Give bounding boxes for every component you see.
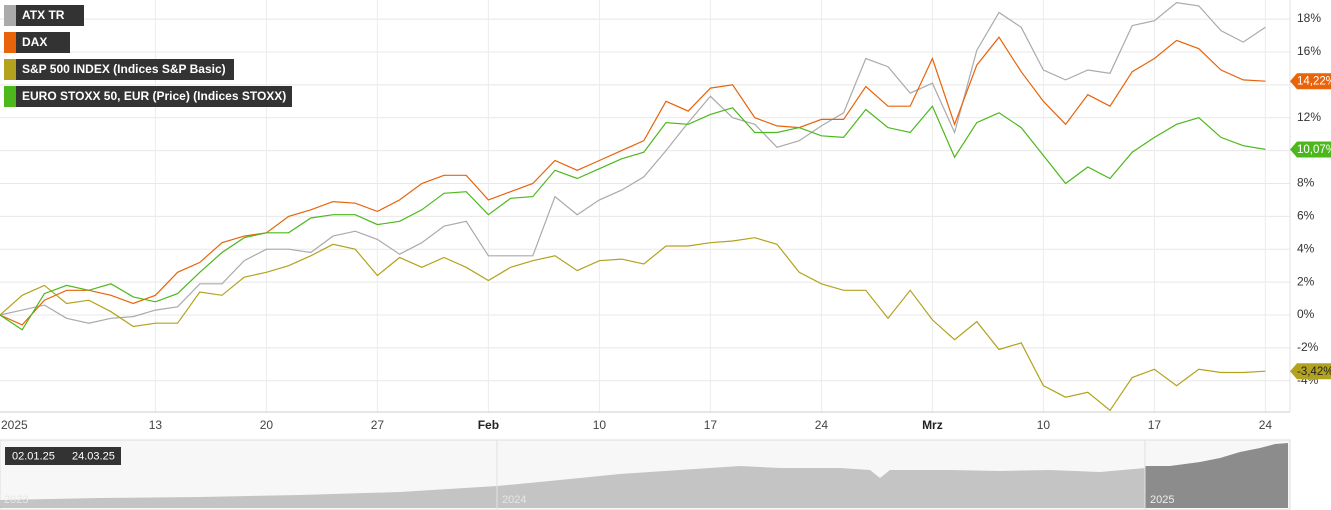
- value-label: 10,07%: [1297, 144, 1331, 156]
- y-tick-label: 12%: [1297, 110, 1321, 124]
- x-tick-label: 17: [1148, 418, 1162, 432]
- y-tick-label: 18%: [1297, 11, 1321, 25]
- legend-swatch: [4, 59, 16, 80]
- date-to: 24.03.25: [72, 450, 115, 462]
- year-label: 2025: [1150, 494, 1174, 506]
- series-line: [0, 237, 1266, 412]
- value-tag: [1290, 363, 1331, 380]
- value-tag: [1290, 141, 1331, 158]
- legend-swatch: [4, 32, 16, 53]
- y-tick-label: 6%: [1297, 209, 1315, 223]
- x-tick-label: 17: [704, 418, 718, 432]
- x-tick-label: 27: [371, 418, 385, 432]
- year-label: 2024: [502, 494, 526, 506]
- x-tick-label: 20: [260, 418, 274, 432]
- series-line: [0, 36, 1266, 326]
- y-tick-label: 4%: [1297, 241, 1315, 255]
- legend-box: [4, 59, 234, 80]
- x-tick-label: 24: [815, 418, 829, 432]
- x-tick-label: Mrz: [922, 418, 943, 432]
- x-tick-label: 24: [1259, 418, 1273, 432]
- date-from: 02.01.25: [12, 450, 55, 462]
- value-label: -3,42%: [1297, 366, 1331, 378]
- legend-label: DAX: [22, 35, 47, 49]
- legend-box: [4, 32, 70, 53]
- legend-label: ATX TR: [22, 8, 65, 22]
- navigator-area: [0, 466, 1145, 508]
- x-tick-label: Feb: [478, 418, 499, 432]
- x-tick-label: 13: [149, 418, 163, 432]
- x-tick-label: 10: [1037, 418, 1051, 432]
- legend-swatch: [4, 86, 16, 107]
- y-tick-label: 0%: [1297, 307, 1315, 321]
- y-tick-label: 8%: [1297, 176, 1315, 190]
- legend-box: [4, 86, 292, 107]
- x-tick-label: 2025: [1, 418, 28, 432]
- year-label: 2023: [4, 494, 28, 506]
- navigator: 02.01.25 24.03.25 2023 2024 2025: [0, 439, 1291, 510]
- value-label: 14,22%: [1297, 76, 1331, 88]
- legend-label: EURO STOXX 50, EUR (Price) (Indices STOX…: [22, 89, 286, 103]
- y-tick-label: -2%: [1297, 340, 1319, 354]
- y-tick-label: 2%: [1297, 274, 1315, 288]
- legend-label: S&P 500 INDEX (Indices S&P Basic): [22, 62, 226, 76]
- date-range-box: [5, 447, 121, 465]
- x-tick-label: 10: [593, 418, 607, 432]
- series-line: [0, 105, 1266, 331]
- y-tick-label: 16%: [1297, 44, 1321, 58]
- value-tag: [1290, 73, 1331, 90]
- navigator-selection: [1145, 443, 1288, 508]
- series-line: [0, 1, 1266, 324]
- legend-box: [4, 5, 84, 26]
- legend-swatch: [4, 5, 16, 26]
